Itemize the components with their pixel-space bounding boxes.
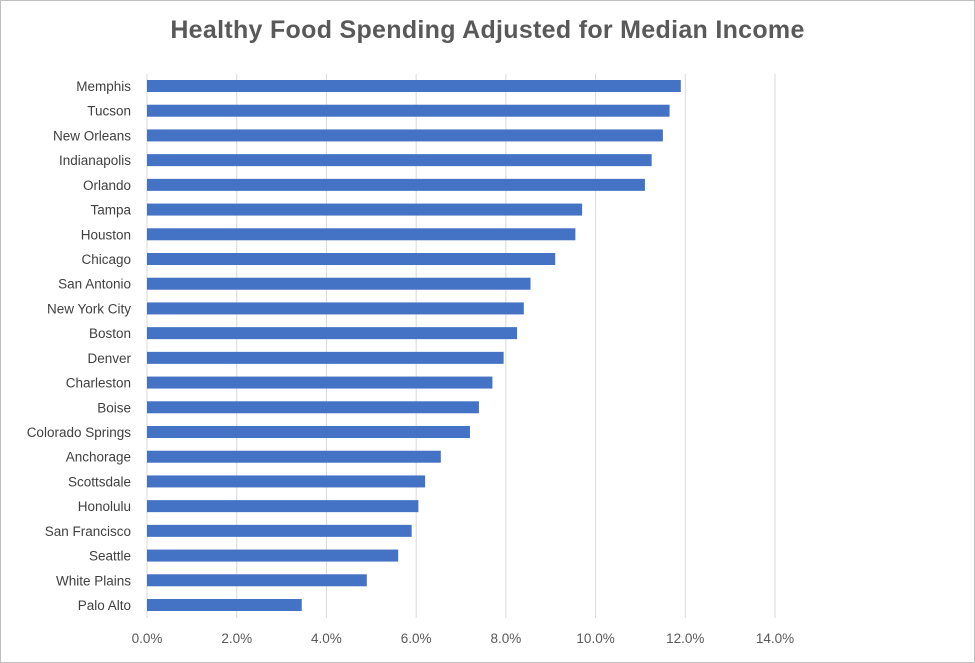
- bar: [147, 277, 531, 290]
- bars: [147, 80, 681, 611]
- x-tick-label: 14.0%: [756, 631, 794, 646]
- bar: [147, 228, 576, 241]
- bar: [147, 351, 504, 364]
- bar: [147, 104, 670, 117]
- category-label: Memphis: [76, 79, 131, 94]
- category-label: Denver: [87, 351, 131, 366]
- x-tick-label: 4.0%: [311, 631, 342, 646]
- bar: [147, 154, 652, 167]
- chart-title: Healthy Food Spending Adjusted for Media…: [170, 16, 805, 44]
- bar: [147, 500, 419, 513]
- x-tick-label: 10.0%: [576, 631, 614, 646]
- category-label: Colorado Springs: [27, 425, 132, 440]
- category-label: Anchorage: [66, 450, 131, 465]
- bar: [147, 203, 583, 216]
- category-label: New York City: [47, 301, 131, 316]
- x-tick-labels: 0.0% 2.0% 4.0% 6.0% 8.0% 10.0% 12.0% 14.0%: [132, 631, 795, 646]
- x-tick-label: 12.0%: [666, 631, 704, 646]
- bar: [147, 524, 412, 537]
- bar: [147, 549, 399, 562]
- x-tick-label: 8.0%: [490, 631, 521, 646]
- category-label: Indianapolis: [59, 153, 131, 168]
- category-label: Scottsdale: [68, 474, 131, 489]
- category-label: Charleston: [66, 376, 131, 391]
- bar: [147, 253, 556, 265]
- category-label: Tampa: [90, 203, 131, 218]
- bar: [147, 599, 302, 611]
- bar: [147, 129, 663, 142]
- category-label: Orlando: [83, 178, 131, 193]
- category-label: Tucson: [87, 104, 131, 119]
- category-label: Palo Alto: [78, 598, 131, 613]
- bar: [147, 302, 524, 315]
- bar: [147, 178, 645, 191]
- category-label: New Orleans: [53, 128, 131, 143]
- category-label: Seattle: [89, 549, 131, 564]
- bar: [147, 80, 681, 92]
- category-label: Chicago: [81, 252, 131, 267]
- category-label: San Antonio: [58, 277, 131, 292]
- category-label: Boston: [89, 326, 131, 341]
- bar: [147, 401, 479, 414]
- bar: [147, 475, 426, 488]
- bar: [147, 450, 441, 463]
- bar: [147, 376, 493, 389]
- bar: [147, 574, 367, 587]
- x-tick-label: 2.0%: [221, 631, 252, 646]
- x-tick-label: 6.0%: [401, 631, 432, 646]
- category-label: San Francisco: [45, 524, 131, 539]
- category-label: White Plains: [56, 573, 131, 588]
- category-label: Honolulu: [78, 499, 131, 514]
- bar: [147, 426, 470, 438]
- category-label: Houston: [81, 227, 131, 242]
- bar: [147, 327, 518, 340]
- category-label: Boise: [97, 400, 131, 415]
- x-tick-label: 0.0%: [132, 631, 163, 646]
- category-labels: Memphis Tucson New Orleans Indianapolis Orla…: [27, 79, 132, 613]
